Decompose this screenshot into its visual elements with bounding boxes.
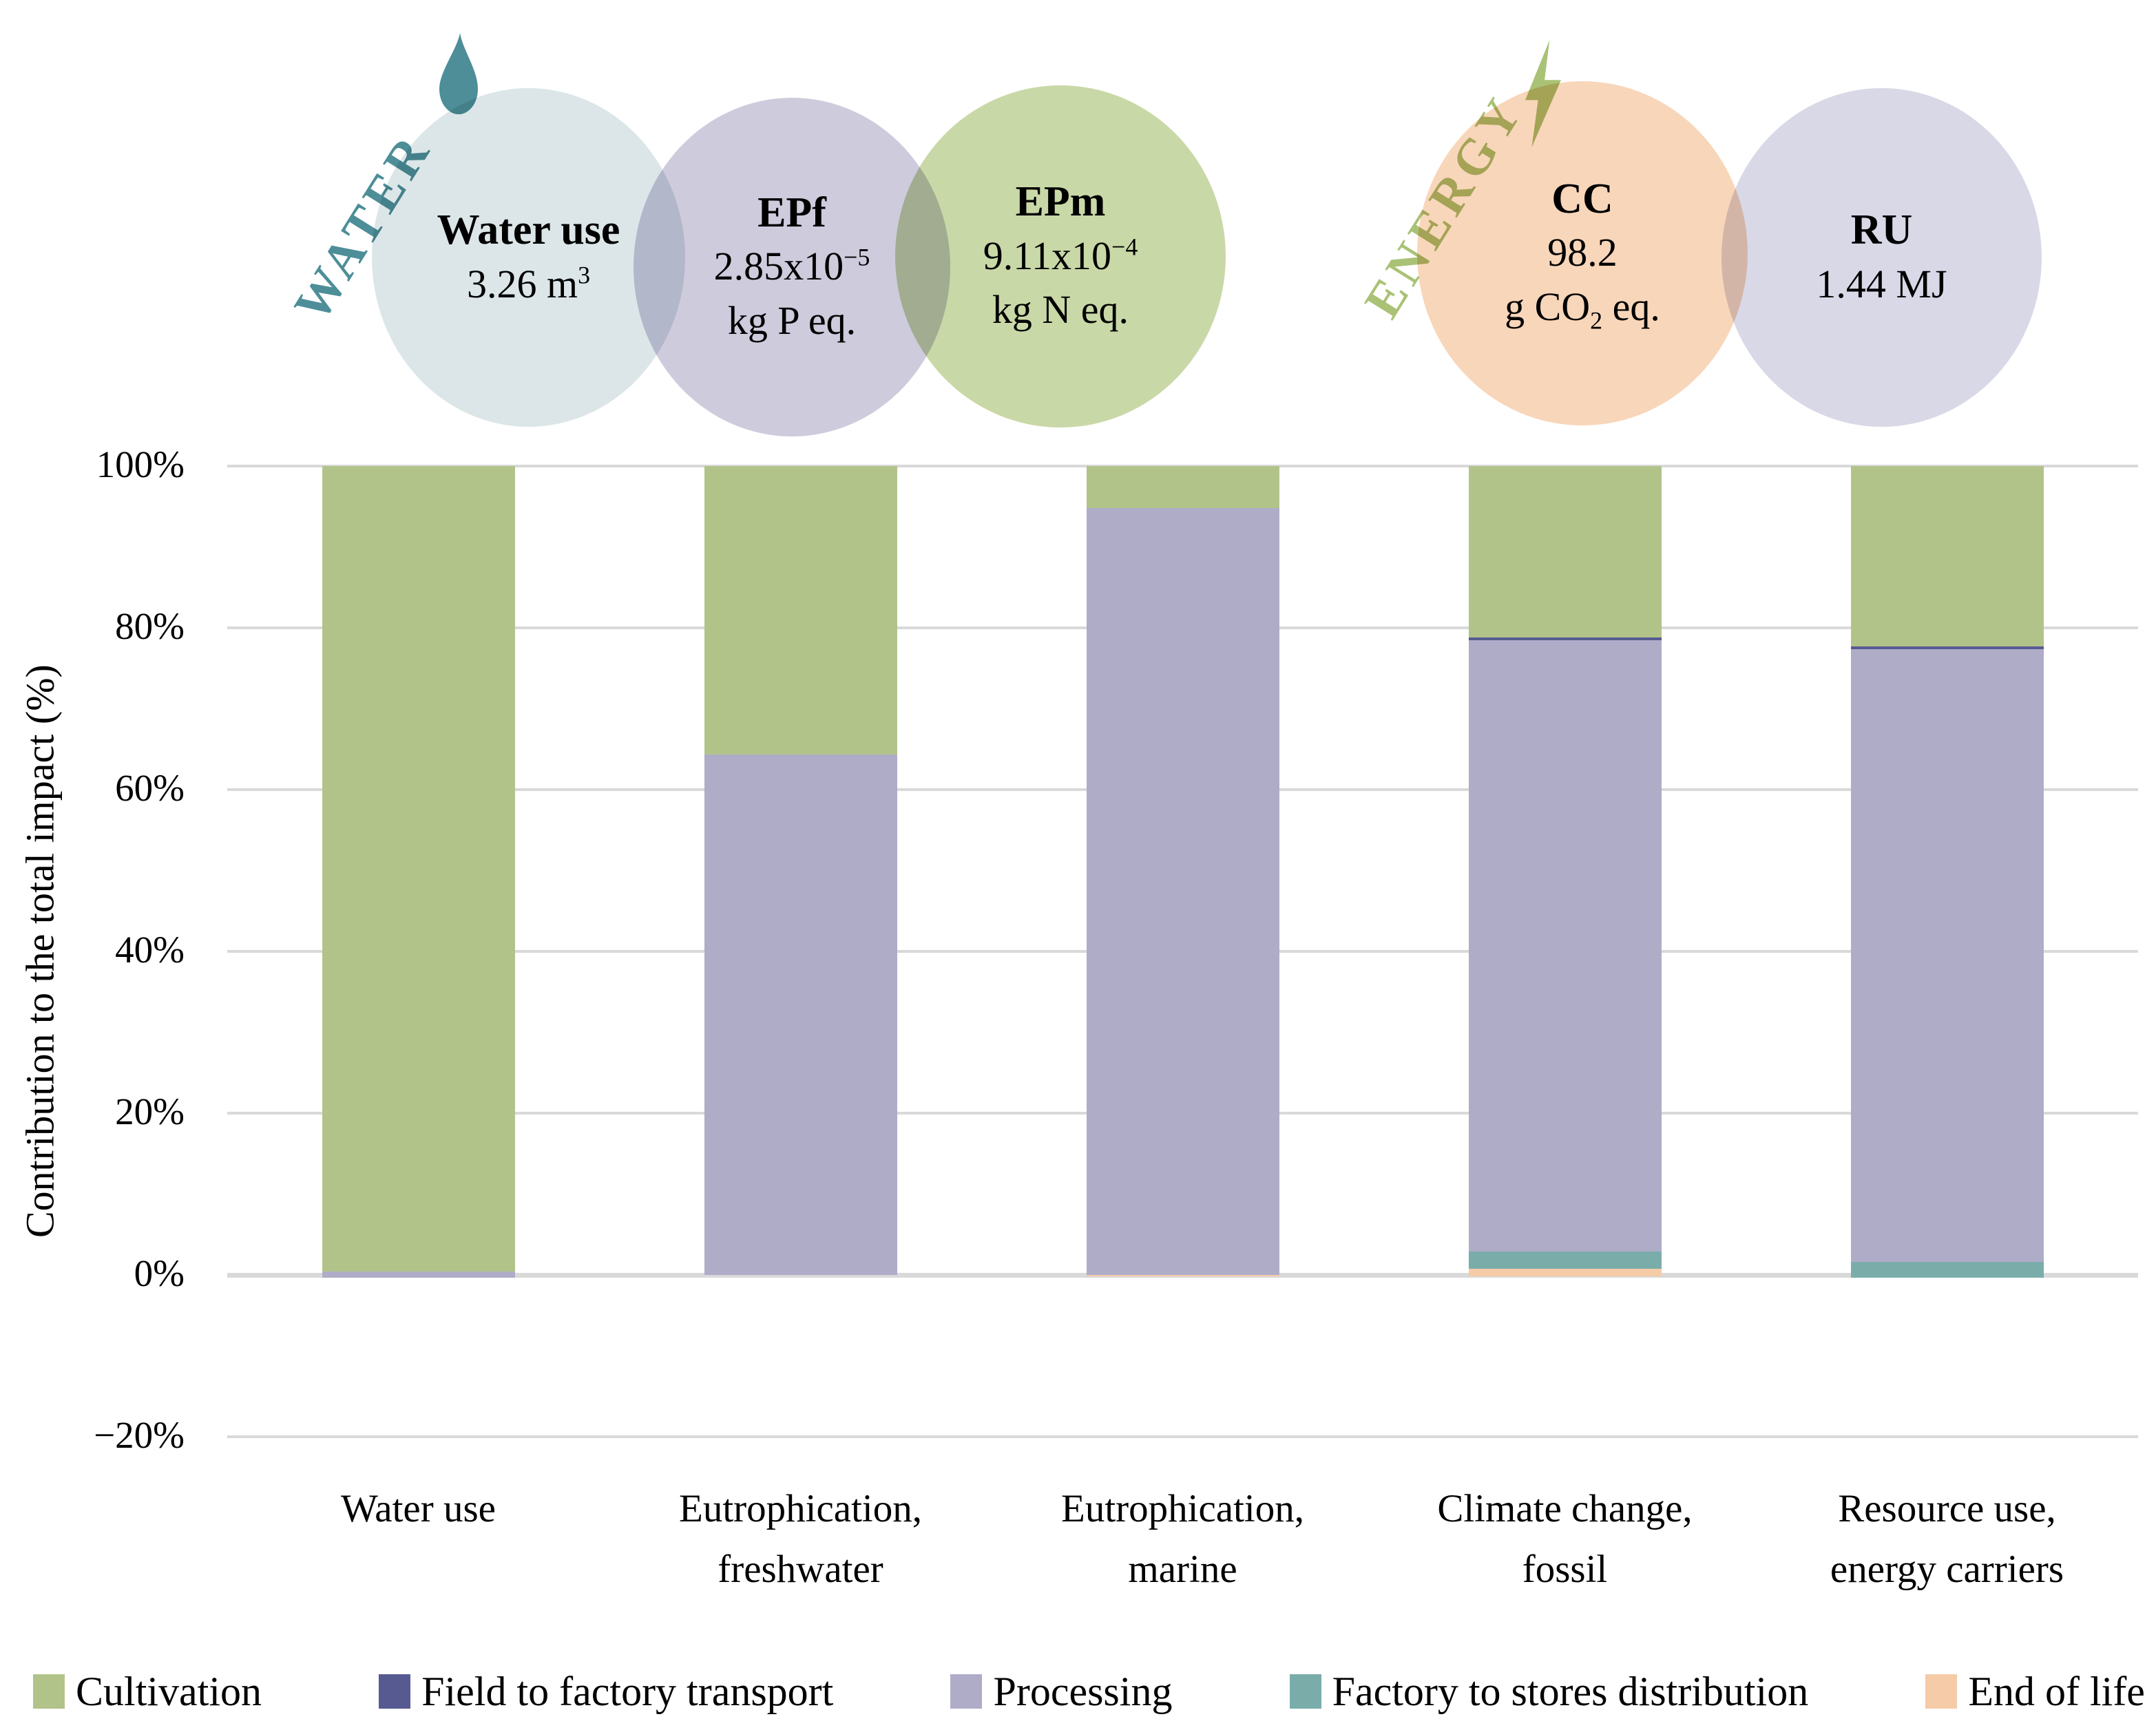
bar-segment-field-to-factory-transport [1468, 637, 1662, 640]
legend-item-factory-to-stores-distribution: Factory to stores distribution [1289, 1668, 1809, 1716]
legend-item-cultivation: Cultivation [33, 1668, 262, 1716]
bar-segment-cultivation [1086, 466, 1279, 509]
circle-water-use [372, 88, 685, 427]
bar-segment-processing [1086, 508, 1279, 1275]
legend-label: Cultivation [76, 1668, 262, 1714]
y-tick-label: −20% [94, 1413, 185, 1456]
x-axis-label-line: freshwater [718, 1548, 883, 1592]
bar-segment-processing [1468, 640, 1662, 1252]
x-axis-label-line: Eutrophication, [679, 1487, 922, 1530]
x-axis-label: Climate change, fossil [1379, 1479, 1751, 1601]
x-axis-label-line: Water use [341, 1487, 496, 1530]
circle-epm [895, 85, 1226, 428]
circle-cc [1417, 81, 1748, 425]
legend-label: Processing [993, 1668, 1173, 1714]
x-axis-label-line: energy carriers [1830, 1548, 2064, 1592]
legend-label: Factory to stores distribution [1332, 1668, 1809, 1714]
legend-swatch [950, 1674, 983, 1709]
legend-item-processing: Processing [950, 1668, 1172, 1716]
x-axis-label: Resource use, energy carriers [1761, 1479, 2133, 1601]
legend-swatch [33, 1674, 65, 1709]
bar-segment-field-to-factory-transport [1850, 646, 2044, 649]
legend-item-end-of-life: End of life [1925, 1668, 2145, 1716]
x-axis-label-line: Resource use, [1838, 1487, 2056, 1530]
y-tick-label: 80% [115, 604, 185, 647]
bar-segment-factory-to-stores-distribution [1468, 1251, 1662, 1269]
bar-segment-end-of-life [1468, 1268, 1662, 1277]
x-axis-label-line: Eutrophication, [1061, 1487, 1304, 1530]
x-axis-label: Eutrophication, marine [997, 1479, 1369, 1601]
x-axis-label: Eutrophication, freshwater [615, 1479, 987, 1601]
bar-segment-processing [1850, 648, 2044, 1263]
bar-segment-processing [322, 1272, 515, 1278]
plot-area [227, 465, 2138, 1438]
bar-segment-end-of-life [1086, 1275, 1279, 1277]
y-tick-label: 40% [115, 928, 185, 971]
legend-label: Field to factory transport [421, 1668, 834, 1714]
legend-swatch [1289, 1674, 1321, 1709]
y-tick-label: 20% [115, 1090, 185, 1132]
water-drop-icon [439, 33, 478, 114]
y-tick-label: 100% [96, 443, 185, 485]
bar-segment-cultivation [704, 466, 897, 755]
x-axis-label-line: Climate change, [1437, 1487, 1693, 1530]
bar-segment-factory-to-stores-distribution [1850, 1262, 2044, 1278]
y-tick-label: 0% [134, 1252, 185, 1294]
bar-segment-processing [704, 755, 897, 1275]
bar-segment-cultivation [322, 466, 515, 1272]
bar-segment-cultivation [1850, 466, 2044, 647]
legend-label: End of life [1968, 1668, 2145, 1714]
x-axis-label-line: marine [1128, 1548, 1237, 1592]
x-axis-label: Water use [233, 1479, 605, 1539]
legend-item-field-to-factory-transport: Field to factory transport [379, 1668, 833, 1716]
y-tick-label: 60% [115, 766, 185, 809]
circle-ru [1721, 88, 2042, 427]
x-axis-label-line: fossil [1522, 1548, 1608, 1592]
legend-swatch [379, 1674, 411, 1709]
gridline--20 [227, 1435, 2138, 1438]
legend-swatch [1925, 1674, 1958, 1709]
bar-segment-cultivation [1468, 466, 1662, 638]
legend: Cultivation Field to factory transport Pro… [33, 1665, 2145, 1718]
